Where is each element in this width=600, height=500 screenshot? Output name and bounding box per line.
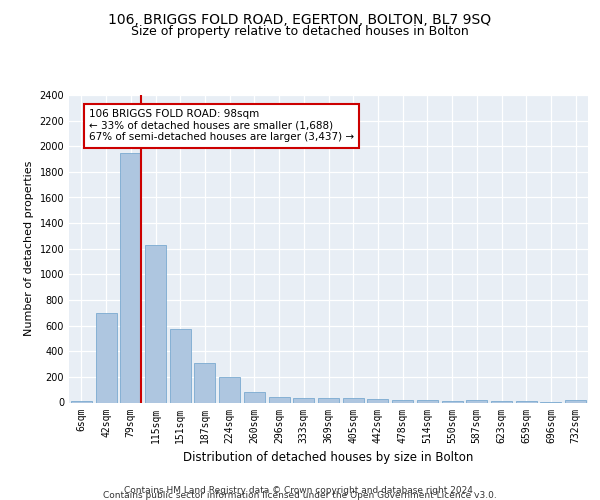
Text: Contains public sector information licensed under the Open Government Licence v3: Contains public sector information licen… [103, 491, 497, 500]
Bar [343, 398, 364, 402]
Bar [71, 400, 92, 402]
Bar [95, 313, 116, 402]
Text: 106 BRIGGS FOLD ROAD: 98sqm
← 33% of detached houses are smaller (1,688)
67% of : 106 BRIGGS FOLD ROAD: 98sqm ← 33% of det… [89, 109, 354, 142]
Bar [442, 400, 463, 402]
Bar [367, 399, 388, 402]
Bar [120, 152, 141, 402]
Bar [392, 400, 413, 402]
X-axis label: Distribution of detached houses by size in Bolton: Distribution of detached houses by size … [184, 451, 473, 464]
Bar [170, 330, 191, 402]
Bar [417, 400, 438, 402]
Text: 106, BRIGGS FOLD ROAD, EGERTON, BOLTON, BL7 9SQ: 106, BRIGGS FOLD ROAD, EGERTON, BOLTON, … [109, 12, 491, 26]
Bar [269, 396, 290, 402]
Bar [194, 364, 215, 403]
Bar [466, 400, 487, 402]
Text: Contains HM Land Registry data © Crown copyright and database right 2024.: Contains HM Land Registry data © Crown c… [124, 486, 476, 495]
Bar [219, 377, 240, 402]
Bar [318, 398, 339, 402]
Bar [244, 392, 265, 402]
Bar [565, 400, 586, 402]
Text: Size of property relative to detached houses in Bolton: Size of property relative to detached ho… [131, 25, 469, 38]
Bar [293, 398, 314, 402]
Bar [145, 245, 166, 402]
Y-axis label: Number of detached properties: Number of detached properties [24, 161, 34, 336]
